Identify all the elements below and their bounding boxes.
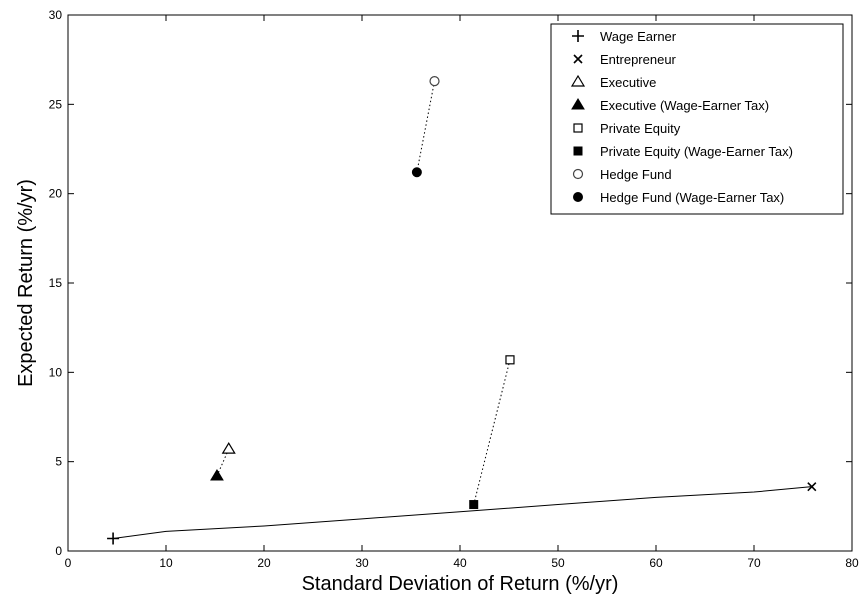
legend-marker [574,193,583,202]
x-tick-label: 80 [845,556,859,570]
legend-label: Private Equity [600,121,681,136]
legend-label: Hedge Fund (Wage-Earner Tax) [600,190,784,205]
data-point-circle-open [430,77,439,86]
x-axis-title: Standard Deviation of Return (%/yr) [302,573,619,595]
legend-label: Entrepreneur [600,52,677,67]
data-point-circle-filled [412,168,421,177]
square-filled-marker [470,501,478,509]
legend-box [551,24,843,214]
legend-label: Private Equity (Wage-Earner Tax) [600,144,793,159]
x-tick-label: 70 [747,556,761,570]
x-tick-label: 30 [355,556,369,570]
x-tick-label: 10 [159,556,173,570]
legend-label: Wage Earner [600,29,677,44]
circle-filled-marker [412,168,421,177]
legend-label: Hedge Fund [600,167,672,182]
x-tick-label: 40 [453,556,467,570]
y-tick-label: 0 [55,544,62,558]
legend-marker [574,147,582,155]
y-axis-title: Expected Return (%/yr) [15,179,37,387]
data-point-square-open [506,356,514,364]
x-tick-label: 20 [257,556,271,570]
circle-open-marker [574,170,583,179]
x-tick-label: 0 [65,556,72,570]
x-tick-label: 50 [551,556,565,570]
legend-label: Executive [600,75,656,90]
y-tick-label: 30 [49,8,63,22]
circle-filled-marker [574,193,583,202]
legend-label: Executive (Wage-Earner Tax) [600,98,769,113]
square-open-marker [506,356,514,364]
legend-marker [574,124,582,132]
y-tick-label: 5 [55,455,62,469]
square-open-marker [574,124,582,132]
y-tick-label: 15 [49,276,63,290]
y-tick-label: 20 [49,187,63,201]
legend: Wage Earner Entrepreneur Executive Executiv… [551,24,843,214]
y-tick-label: 10 [49,365,63,379]
square-filled-marker [574,147,582,155]
x-tick-label: 60 [649,556,663,570]
circle-open-marker [430,77,439,86]
data-point-square-filled [470,501,478,509]
y-tick-label: 25 [49,97,63,111]
legend-marker [574,170,583,179]
